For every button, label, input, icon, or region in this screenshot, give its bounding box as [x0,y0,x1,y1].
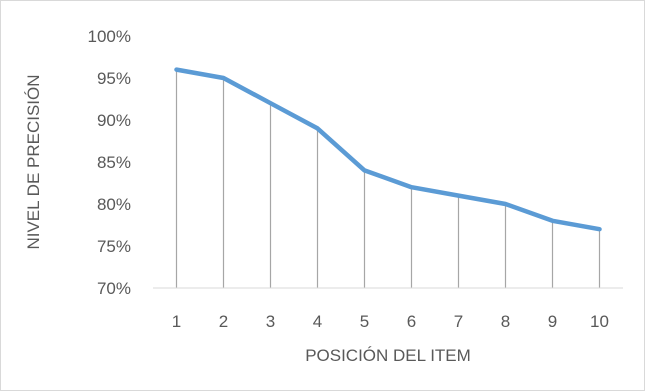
x-tick-label: 7 [454,312,463,331]
y-tick-label: 70% [97,279,131,298]
y-tick-label: 90% [97,111,131,130]
x-tick-label: 9 [548,312,557,331]
y-tick-label: 85% [97,153,131,172]
x-tick-label: 4 [313,312,322,331]
x-tick-label: 6 [407,312,416,331]
x-tick-label: 8 [501,312,510,331]
y-axis-title: NIVEL DE PRECISIÓN [24,74,43,249]
y-tick-label: 75% [97,237,131,256]
x-axis-title: POSICIÓN DEL ITEM [305,346,471,365]
drop-lines [175,69,601,288]
x-axis-ticks: 1 2 3 4 5 6 7 8 9 10 [172,312,609,331]
x-tick-label: 2 [219,312,228,331]
y-axis-ticks: 70% 75% 80% 85% 90% 95% 100% [88,27,131,298]
x-tick-label: 1 [172,312,181,331]
series-line [174,67,602,232]
x-tick-label: 3 [266,312,275,331]
y-tick-label: 95% [97,69,131,88]
x-tick-label: 10 [590,312,609,331]
y-tick-label: 80% [97,195,131,214]
y-tick-label: 100% [88,27,131,46]
x-tick-label: 5 [360,312,369,331]
